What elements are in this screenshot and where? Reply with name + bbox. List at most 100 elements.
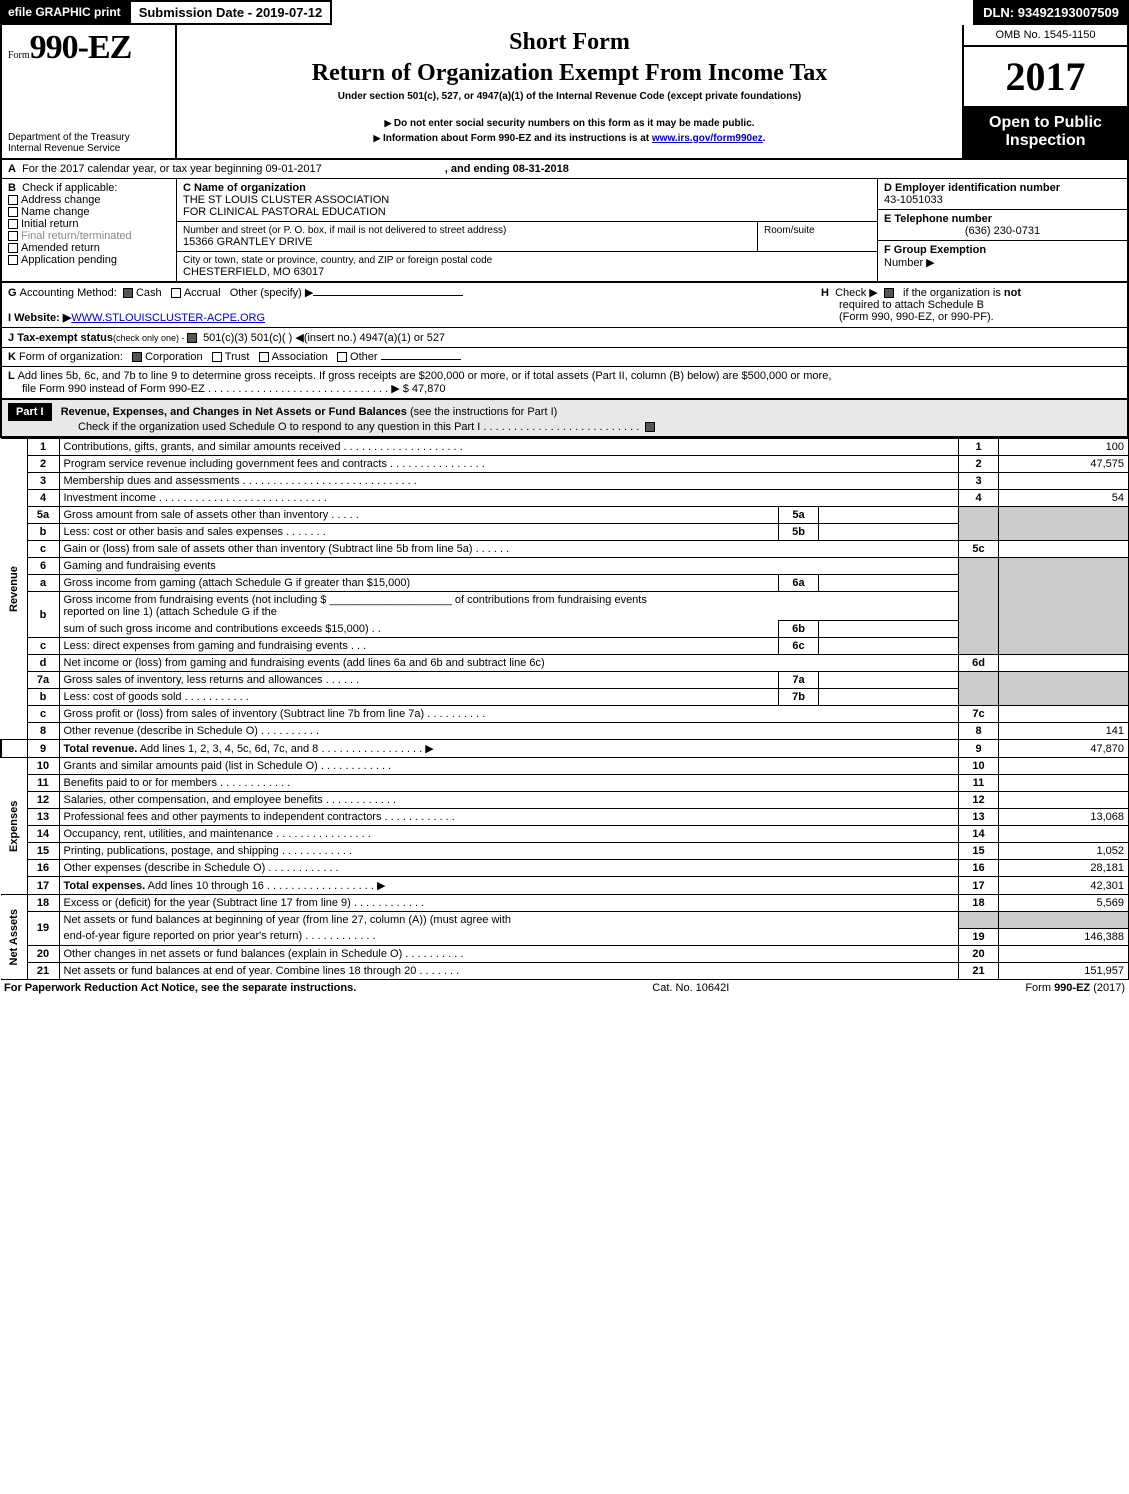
header-left: Form990-EZ Department of the Treasury In… <box>2 25 177 158</box>
k-other-blank[interactable] <box>381 359 461 360</box>
grey-5 <box>959 507 999 541</box>
g-cash: Cash <box>136 287 162 299</box>
checkbox-other[interactable] <box>337 352 347 362</box>
line-1-desc: Contributions, gifts, grants, and simila… <box>59 439 959 456</box>
line-7b-subcol: 7b <box>779 689 819 706</box>
checkbox-address-change[interactable] <box>8 195 18 205</box>
line-5c-val <box>999 541 1129 558</box>
section-g-l: G Accounting Method: Cash Accrual Other … <box>0 283 1129 400</box>
line-6b-desc1: Gross income from fundraising events (no… <box>59 592 959 621</box>
city-label: City or town, state or province, country… <box>183 255 871 266</box>
b-opt-4: Amended return <box>21 242 100 254</box>
city-block: City or town, state or province, country… <box>177 252 877 281</box>
line-14-numcol: 14 <box>959 826 999 843</box>
line-3-val <box>999 473 1129 490</box>
line-9-val: 47,870 <box>999 740 1129 758</box>
checkbox-cash[interactable] <box>123 288 133 298</box>
e-block: E Telephone number (636) 230-0731 <box>878 210 1127 241</box>
grey-5v <box>999 507 1129 541</box>
j-line: J Tax-exempt status(check only one) - 50… <box>2 327 1127 347</box>
omb-number: OMB No. 1545-1150 <box>964 25 1127 47</box>
line-6-desc: Gaming and fundraising events <box>59 558 959 575</box>
line-4-val: 54 <box>999 490 1129 507</box>
addr-label: Number and street (or P. O. box, if mail… <box>183 225 751 236</box>
d-label: D Employer identification number <box>884 182 1121 194</box>
line-6b-subcol: 6b <box>779 621 819 638</box>
submission-date-box: Submission Date - 2019-07-12 <box>129 0 333 25</box>
k-opt-1: Trust <box>225 351 250 363</box>
k-opt-0: Corporation <box>145 351 202 363</box>
b-label: Check if applicable: <box>22 182 117 194</box>
footer-form-word: Form <box>1025 982 1054 994</box>
line-5c-desc: Gain or (loss) from sale of assets other… <box>59 541 959 558</box>
checkbox-corp[interactable] <box>132 352 142 362</box>
checkbox-assoc[interactable] <box>259 352 269 362</box>
line-7c-val <box>999 706 1129 723</box>
line-8-numcol: 8 <box>959 723 999 740</box>
grey-7 <box>959 672 999 706</box>
open-to-public: Open to Public Inspection <box>964 106 1127 158</box>
part1-label: Part I <box>8 403 52 421</box>
section-c: C Name of organization THE ST LOUIS CLUS… <box>177 179 877 281</box>
submission-date-value: 2019-07-12 <box>256 5 323 20</box>
footer-form-num: 990-EZ <box>1054 982 1090 994</box>
line-8-num: 8 <box>27 723 59 740</box>
efile-print-button[interactable]: efile GRAPHIC print <box>0 0 129 25</box>
l-text2: file Form 990 instead of Form 990-EZ . .… <box>22 383 446 395</box>
grey-7v <box>999 672 1129 706</box>
e-value: (636) 230-0731 <box>884 225 1121 237</box>
line-14-val <box>999 826 1129 843</box>
checkbox-schedule-o[interactable] <box>645 422 655 432</box>
line-15-val: 1,052 <box>999 843 1129 860</box>
checkbox-trust[interactable] <box>212 352 222 362</box>
c-block: C Name of organization THE ST LOUIS CLUS… <box>177 179 877 222</box>
line-13-desc: Professional fees and other payments to … <box>59 809 959 826</box>
info-url-link[interactable]: www.irs.gov/form990ez <box>652 133 763 144</box>
line-7b-desc: Less: cost of goods sold . . . . . . . .… <box>59 689 779 706</box>
line-16-val: 28,181 <box>999 860 1129 877</box>
line-5b-num: b <box>27 524 59 541</box>
website-link[interactable]: WWW.STLOUISCLUSTER-ACPE.ORG <box>71 312 265 324</box>
line-18-val: 5,569 <box>999 895 1129 912</box>
line-9-rest: Add lines 1, 2, 3, 4, 5c, 6d, 7c, and 8 … <box>137 743 433 755</box>
part1-title: Revenue, Expenses, and Changes in Net As… <box>61 406 407 418</box>
footer-left: For Paperwork Reduction Act Notice, see … <box>4 982 356 994</box>
line-6d-desc: Net income or (loss) from gaming and fun… <box>59 655 959 672</box>
line-21-num: 21 <box>27 962 59 979</box>
checkbox-amended-return[interactable] <box>8 243 18 253</box>
line-11-desc: Benefits paid to or for members . . . . … <box>59 775 959 792</box>
line-17-val: 42,301 <box>999 877 1129 895</box>
checkbox-name-change[interactable] <box>8 207 18 217</box>
i-label: Website: ▶ <box>14 312 71 324</box>
checkbox-h[interactable] <box>884 288 894 298</box>
line-19-numcol: 19 <box>959 928 999 945</box>
line-17-bold: Total expenses. <box>64 880 146 892</box>
g-other-blank[interactable] <box>313 295 463 296</box>
checkbox-app-pending[interactable] <box>8 255 18 265</box>
checkbox-501c3[interactable] <box>187 333 197 343</box>
tax-year: 2017 <box>964 47 1127 106</box>
addr-value: 15366 GRANTLEY DRIVE <box>183 236 751 248</box>
line-4-desc: Investment income . . . . . . . . . . . … <box>59 490 959 507</box>
j-sub: (check only one) - <box>113 333 187 343</box>
line-7b-num: b <box>27 689 59 706</box>
checkbox-final-return[interactable] <box>8 231 18 241</box>
footer-right: Form 990-EZ (2017) <box>1025 982 1125 994</box>
line-6b-num: b <box>27 592 59 638</box>
form-header: Form990-EZ Department of the Treasury In… <box>0 25 1129 160</box>
line-5b-subcol: 5b <box>779 524 819 541</box>
h-not: not <box>1004 287 1021 299</box>
dept-line2: Internal Revenue Service <box>8 143 169 154</box>
expenses-side-label: Expenses <box>1 758 27 895</box>
line-6c-subval <box>819 638 959 655</box>
open-line2: Inspection <box>968 132 1123 150</box>
checkbox-accrual[interactable] <box>171 288 181 298</box>
dln-value: 93492193007509 <box>1018 5 1119 20</box>
checkbox-initial-return[interactable] <box>8 219 18 229</box>
submission-date-label: Submission Date - <box>139 5 256 20</box>
line-1-val: 100 <box>999 439 1129 456</box>
g-block: G Accounting Method: Cash Accrual Other … <box>8 286 821 324</box>
line-6c-desc: Less: direct expenses from gaming and fu… <box>59 638 779 655</box>
org-name-1: THE ST LOUIS CLUSTER ASSOCIATION <box>183 194 871 206</box>
open-line1: Open to Public <box>968 114 1123 132</box>
